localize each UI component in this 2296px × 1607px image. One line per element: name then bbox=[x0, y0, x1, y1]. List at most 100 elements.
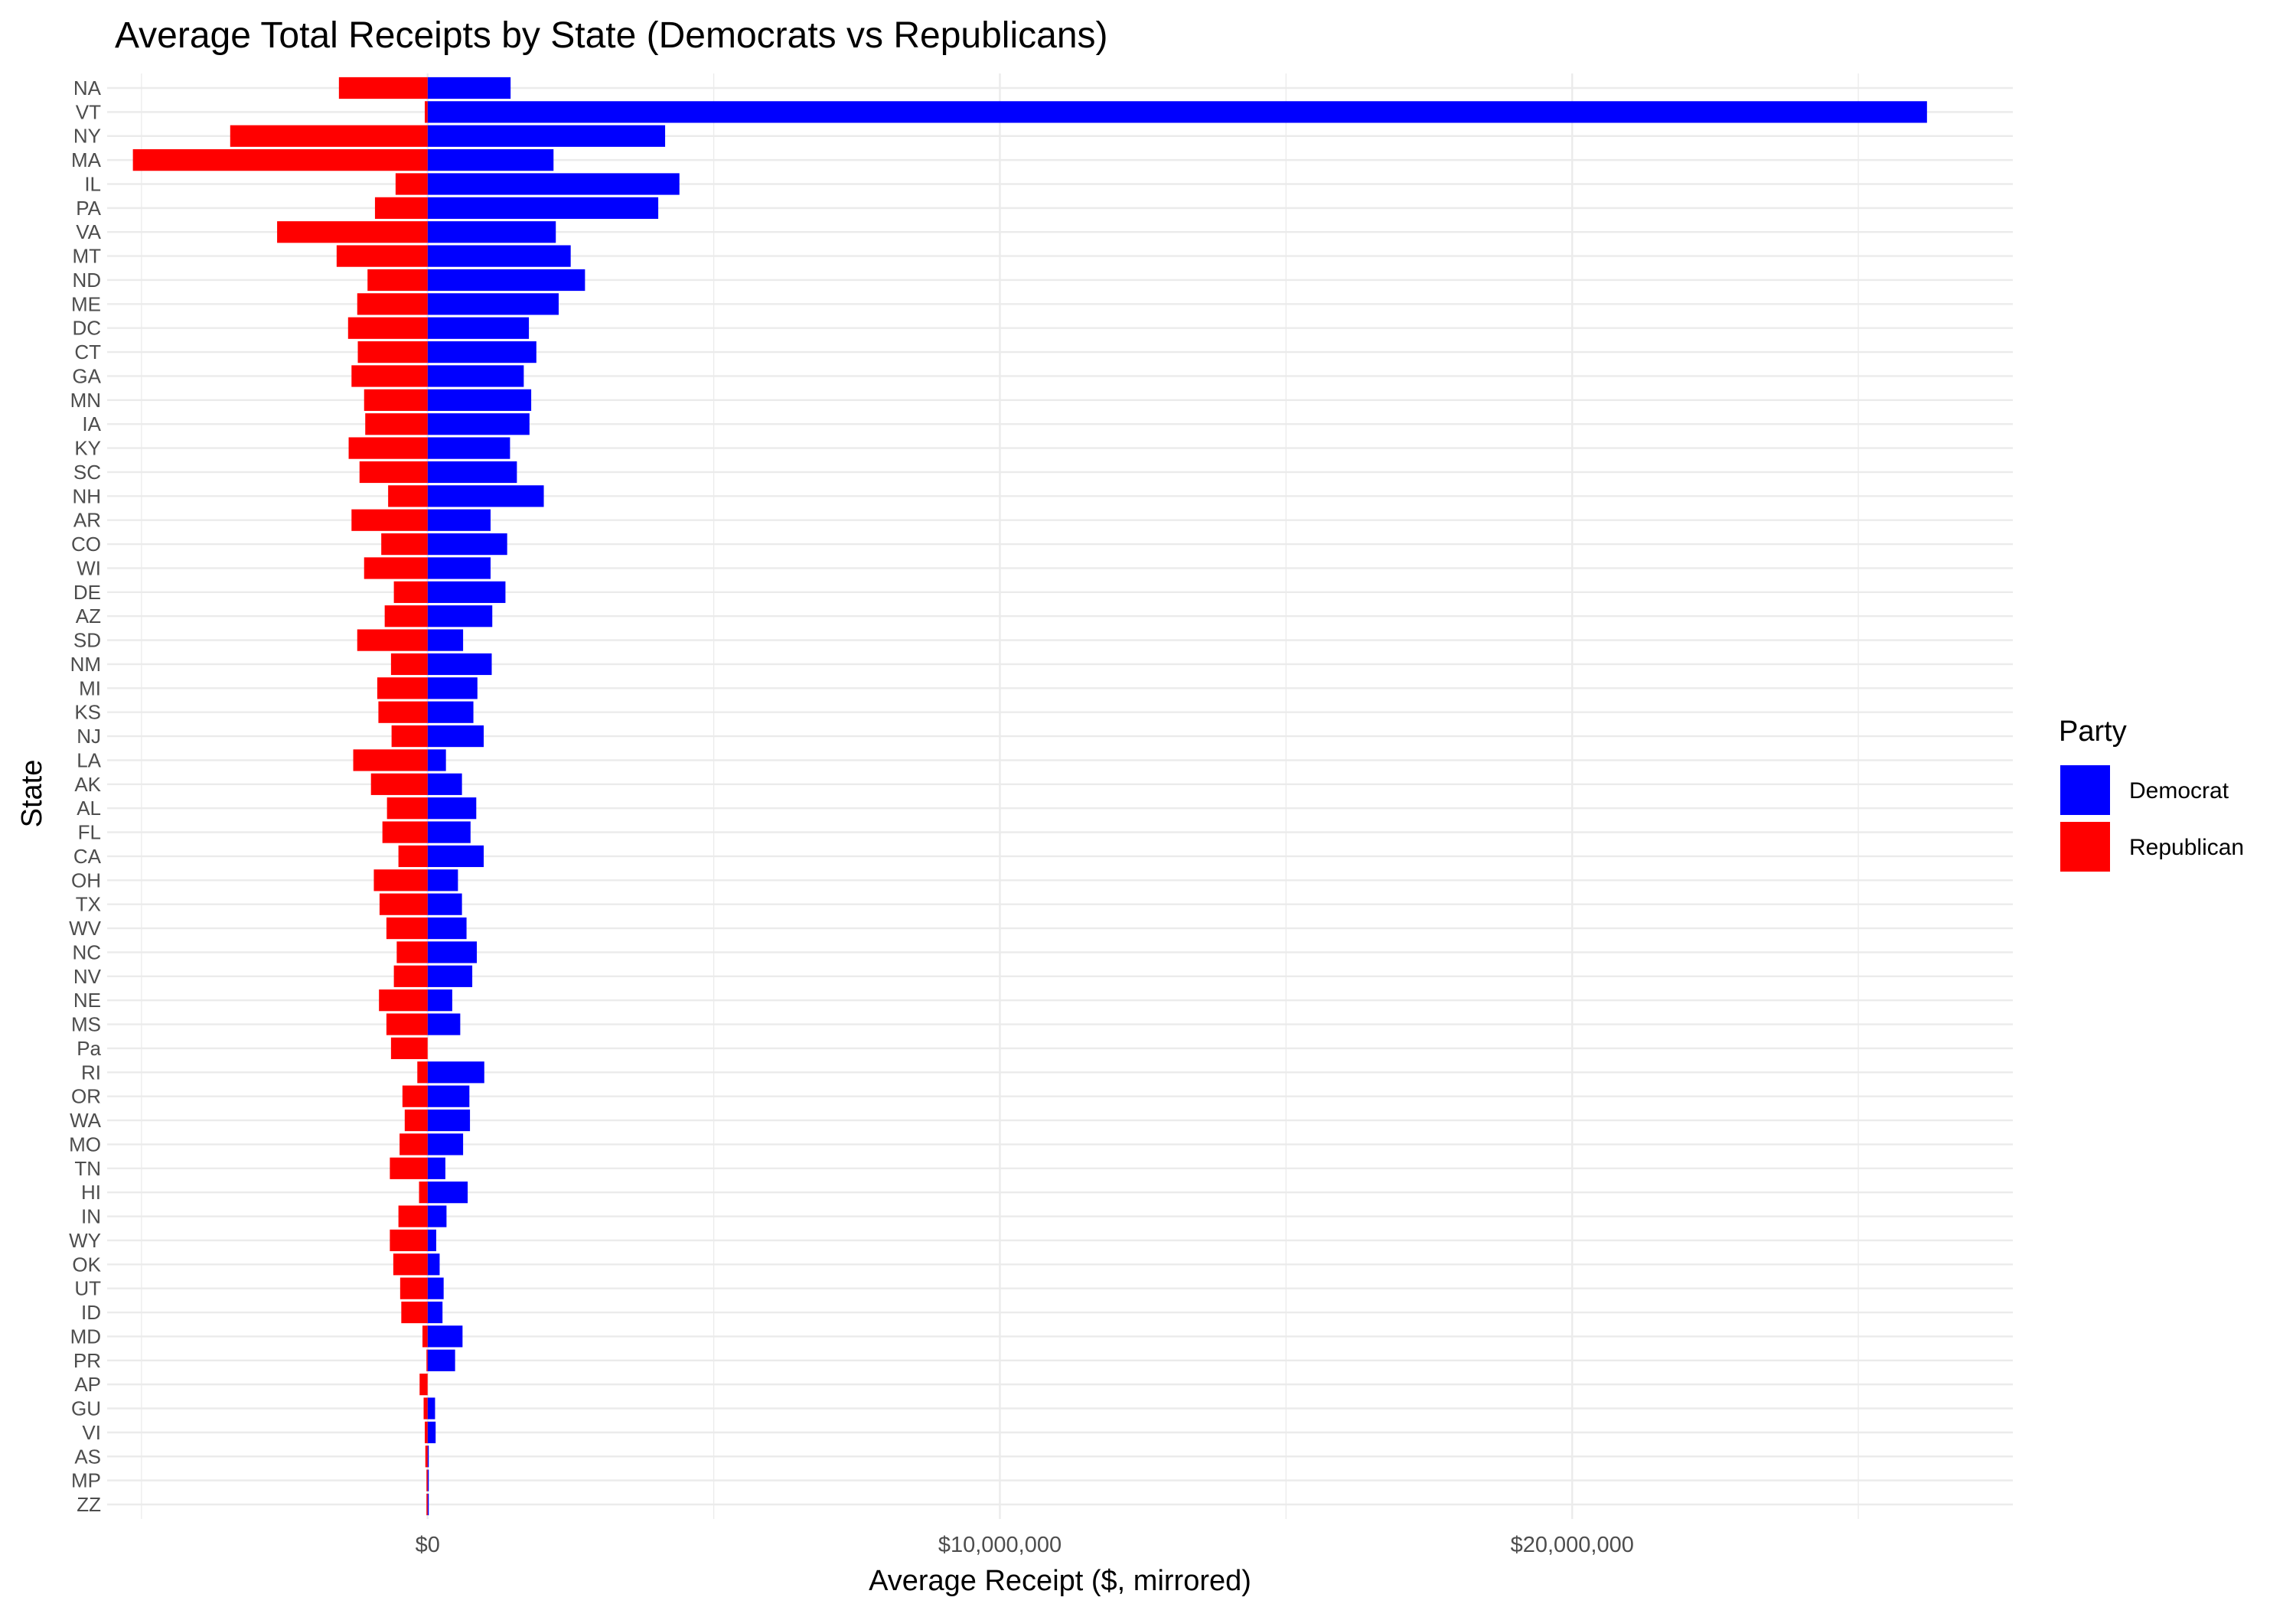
y-tick-label-co-19: CO bbox=[71, 533, 101, 556]
bar-democrat-or-42 bbox=[427, 1085, 470, 1107]
y-tick-label-or-42: OR bbox=[71, 1085, 101, 1108]
bar-democrat-oh-33 bbox=[427, 869, 458, 892]
bar-democrat-vi-56 bbox=[427, 1421, 436, 1443]
y-tick-label-ct-11: CT bbox=[74, 341, 101, 363]
legend-title: Party bbox=[2059, 715, 2127, 748]
x-tick-labels: $0 $10,000,000 $20,000,000 bbox=[416, 1533, 1634, 1557]
bar-republican-nc-36 bbox=[396, 941, 428, 963]
y-tick-label-pa-40: Pa bbox=[77, 1037, 101, 1060]
legend-swatch-democrat bbox=[2060, 765, 2110, 815]
y-tick-label-tn-45: TN bbox=[74, 1157, 101, 1180]
bar-republican-ny-2 bbox=[230, 125, 428, 147]
bar-republican-nh-17 bbox=[388, 485, 428, 507]
y-tick-label-na-0: NA bbox=[73, 77, 102, 99]
bar-republican-na-0 bbox=[338, 77, 428, 99]
bar-democrat-ri-41 bbox=[427, 1061, 484, 1084]
bar-democrat-co-19 bbox=[427, 533, 507, 556]
bar-republican-ma-3 bbox=[132, 149, 428, 171]
bar-republican-vi-56 bbox=[425, 1421, 428, 1443]
y-axis-title: State bbox=[16, 760, 48, 828]
bar-republican-gu-55 bbox=[423, 1397, 428, 1420]
y-tick-label-ak-29: AK bbox=[74, 773, 101, 796]
bar-republican-wi-20 bbox=[364, 557, 428, 579]
y-tick-label-nd-8: ND bbox=[72, 269, 101, 292]
bar-democrat-mp-58 bbox=[427, 1469, 429, 1491]
y-tick-label-wa-43: WA bbox=[70, 1109, 102, 1132]
y-tick-label-ne-38: NE bbox=[73, 989, 101, 1012]
bar-republican-sc-16 bbox=[359, 461, 428, 484]
bar-republican-ga-12 bbox=[351, 365, 428, 387]
bar-democrat-md-52 bbox=[427, 1325, 463, 1348]
y-tick-label-nv-37: NV bbox=[73, 965, 102, 988]
bar-republican-sd-23 bbox=[357, 629, 428, 651]
bar-republican-va-6 bbox=[277, 221, 428, 243]
bar-democrat-ut-50 bbox=[427, 1277, 444, 1299]
y-tick-label-nc-36: NC bbox=[72, 940, 101, 963]
bar-democrat-me-9 bbox=[427, 293, 559, 315]
bar-democrat-vt-1 bbox=[427, 101, 1927, 123]
bar-democrat-ks-26 bbox=[427, 701, 474, 723]
bar-republican-mo-44 bbox=[400, 1133, 428, 1156]
bar-republican-wy-48 bbox=[390, 1229, 428, 1252]
bar-republican-ms-39 bbox=[386, 1013, 428, 1035]
bar-democrat-tn-45 bbox=[427, 1157, 445, 1179]
y-tick-label-sc-16: SC bbox=[73, 461, 101, 484]
bar-republican-pr-53 bbox=[426, 1349, 428, 1371]
y-tick-label-zz-59: ZZ bbox=[77, 1493, 101, 1516]
bar-republican-mp-58 bbox=[426, 1469, 428, 1491]
bar-republican-wv-35 bbox=[386, 917, 428, 940]
y-tick-label-ms-39: MS bbox=[71, 1013, 101, 1036]
bar-democrat-il-4 bbox=[427, 173, 680, 195]
bar-democrat-va-6 bbox=[427, 221, 556, 243]
bar-democrat-hi-46 bbox=[427, 1182, 468, 1204]
y-tick-label-ia-14: IA bbox=[82, 412, 101, 435]
y-tick-label-wv-35: WV bbox=[69, 917, 102, 940]
y-tick-label-ny-2: NY bbox=[73, 125, 101, 148]
bar-republican-ri-41 bbox=[417, 1061, 428, 1084]
y-tick-label-fl-31: FL bbox=[78, 821, 101, 844]
bar-democrat-zz-59 bbox=[427, 1493, 429, 1516]
bar-republican-ia-14 bbox=[365, 413, 428, 435]
bar-republican-mi-25 bbox=[377, 677, 428, 699]
bar-republican-ak-29 bbox=[370, 773, 428, 795]
bar-republican-ky-15 bbox=[348, 437, 428, 459]
bar-democrat-nm-24 bbox=[427, 653, 492, 676]
bar-democrat-ia-14 bbox=[427, 413, 530, 435]
bar-republican-nv-37 bbox=[393, 965, 428, 987]
bar-democrat-in-47 bbox=[427, 1205, 447, 1227]
y-tick-label-mo-44: MO bbox=[69, 1133, 101, 1156]
y-tick-label-ap-54: AP bbox=[74, 1373, 101, 1396]
bar-republican-dc-10 bbox=[347, 317, 428, 339]
bar-republican-ar-18 bbox=[351, 509, 428, 531]
y-tick-label-md-52: MD bbox=[70, 1325, 101, 1348]
bar-democrat-de-21 bbox=[427, 581, 506, 603]
bar-republican-ct-11 bbox=[357, 341, 428, 363]
bar-republican-tx-34 bbox=[379, 893, 428, 915]
bar-republican-al-30 bbox=[386, 797, 428, 820]
y-tick-label-id-51: ID bbox=[81, 1301, 101, 1324]
y-tick-label-az-22: AZ bbox=[76, 605, 101, 627]
bar-democrat-ma-3 bbox=[427, 149, 554, 171]
y-tick-label-ar-18: AR bbox=[73, 509, 101, 532]
y-tick-label-gu-55: GU bbox=[71, 1397, 101, 1420]
bar-republican-pa-40 bbox=[390, 1037, 428, 1060]
bar-democrat-ny-2 bbox=[427, 125, 666, 147]
y-tick-label-wi-20: WI bbox=[77, 556, 101, 579]
y-tick-label-mi-25: MI bbox=[79, 676, 101, 699]
y-tick-label-wy-48: WY bbox=[69, 1229, 101, 1252]
y-tick-label-tx-34: TX bbox=[76, 893, 101, 916]
bar-democrat-mn-13 bbox=[427, 389, 532, 411]
chart-title: Average Total Receipts by State (Democra… bbox=[115, 15, 1108, 56]
bar-democrat-wv-35 bbox=[427, 917, 467, 940]
bar-republican-ap-54 bbox=[419, 1374, 428, 1396]
bar-democrat-gu-55 bbox=[427, 1397, 435, 1420]
bar-republican-wa-43 bbox=[404, 1109, 428, 1132]
legend-label-republican: Republican bbox=[2129, 835, 2244, 860]
y-tick-label-mn-13: MN bbox=[70, 389, 101, 412]
y-tick-label-me-9: ME bbox=[71, 292, 101, 315]
y-tick-label-ga-12: GA bbox=[72, 364, 101, 387]
bar-republican-fl-31 bbox=[382, 821, 428, 843]
bar-democrat-dc-10 bbox=[427, 317, 530, 339]
bar-republican-mt-7 bbox=[336, 245, 428, 267]
